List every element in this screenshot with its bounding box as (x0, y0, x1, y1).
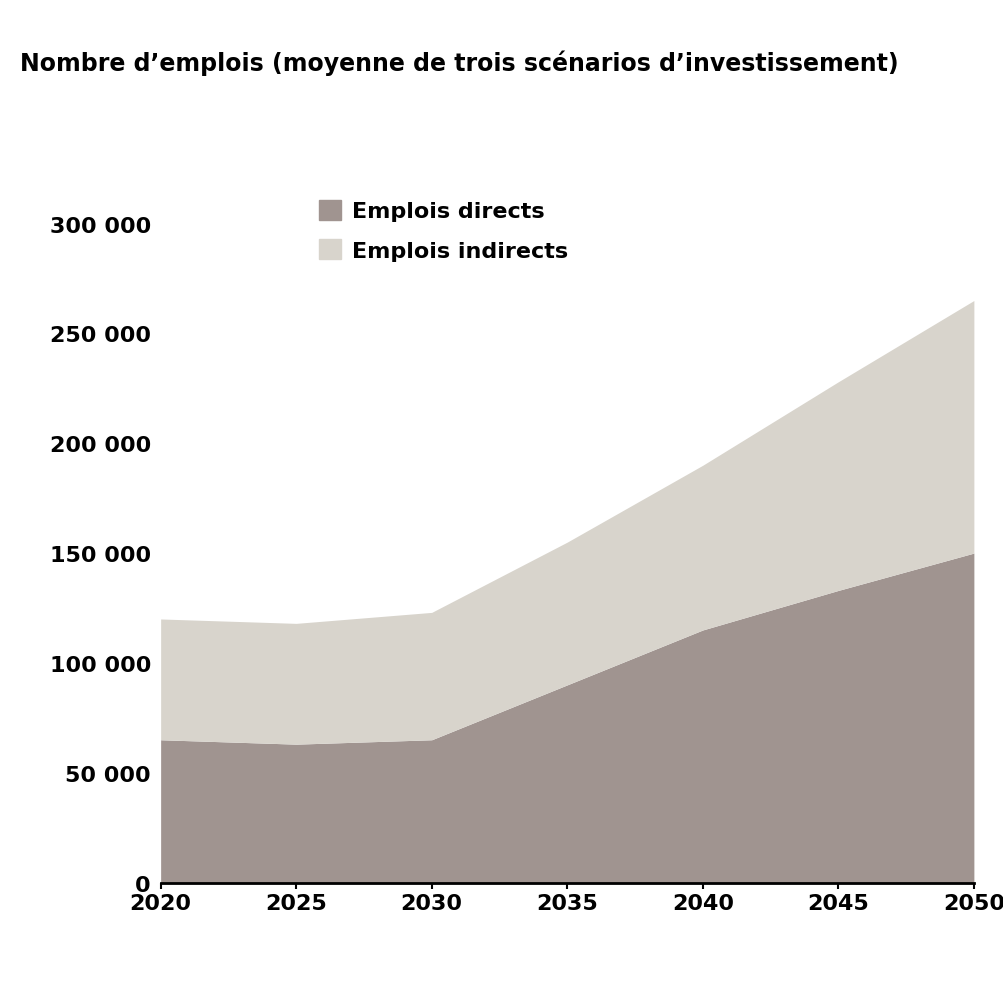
Text: Nombre d’emplois (moyenne de trois scénarios d’investissement): Nombre d’emplois (moyenne de trois scéna… (20, 50, 898, 75)
Legend: Emplois directs, Emplois indirects: Emplois directs, Emplois indirects (310, 192, 577, 270)
